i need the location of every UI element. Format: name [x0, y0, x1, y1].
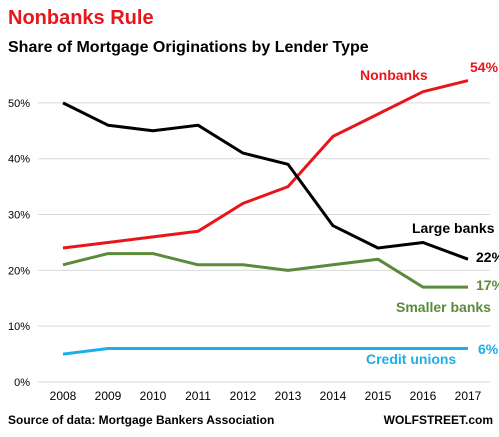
x-tick-label: 2009 [95, 389, 122, 403]
x-tick-label: 2016 [410, 389, 437, 403]
source-note: Source of data: Mortgage Bankers Associa… [8, 413, 274, 427]
x-tick-label: 2010 [140, 389, 167, 403]
x-tick-label: 2011 [185, 389, 211, 403]
series-labels: Nonbanks 54% Large banks 22% Smaller banks 17… [360, 59, 499, 367]
series-line-large-banks [62, 101, 469, 261]
x-tick-label: 2012 [230, 389, 257, 403]
series-end-value-label: 22% [476, 249, 499, 265]
x-axis-ticks: 2008 2009 2010 2011 2012 2013 2014 2015 2016 2017 [50, 389, 482, 403]
y-tick-label: 40% [8, 154, 30, 166]
series-end-value-label: 6% [478, 341, 499, 357]
y-tick-label: 50% [8, 98, 30, 110]
series-name-label: Smaller banks [396, 299, 491, 315]
x-tick-label: 2017 [455, 389, 482, 403]
chart-title: Nonbanks Rule [8, 7, 154, 29]
y-tick-label: 20% [8, 265, 30, 277]
y-tick-label: 30% [8, 210, 30, 222]
x-tick-label: 2014 [320, 389, 347, 403]
series-line-nonbanks [62, 79, 469, 250]
x-tick-label: 2013 [275, 389, 302, 403]
series-name-label: Credit unions [366, 351, 456, 367]
series-name-label: Large banks [412, 220, 495, 236]
series-name-label: Nonbanks [360, 67, 428, 83]
chart-subtitle: Share of Mortgage Originations by Lender… [8, 39, 369, 56]
series-end-value-label: 54% [470, 59, 499, 75]
x-tick-label: 2008 [50, 389, 77, 403]
x-tick-label: 2015 [365, 389, 392, 403]
y-tick-label: 0% [14, 377, 30, 389]
series-line-smaller-banks [62, 252, 468, 289]
series-end-value-label: 17% [476, 277, 499, 293]
series-lines [62, 79, 469, 356]
y-axis-ticks: 0% 10% 20% 30% 40% 50% [8, 98, 30, 389]
brand-label: WOLFSTREET.com [384, 413, 493, 427]
series-line-credit-unions [62, 347, 468, 356]
y-tick-label: 10% [8, 321, 30, 333]
